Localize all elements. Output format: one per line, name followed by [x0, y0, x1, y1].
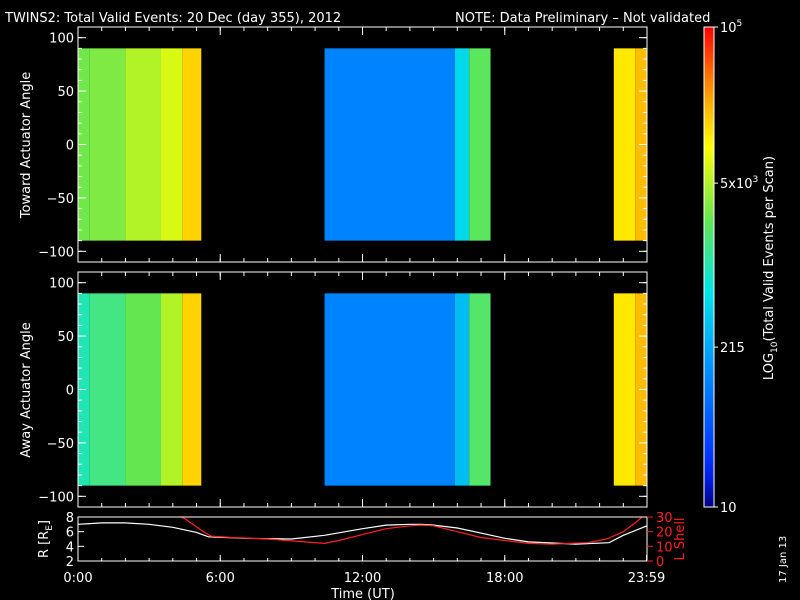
heat-segment — [324, 293, 455, 486]
heat-segment — [89, 48, 126, 241]
date-stamp: 17 Jan 13 — [778, 536, 789, 583]
plot-area — [78, 517, 647, 561]
ytick-label-right: 0 — [656, 555, 664, 570]
cbar-tick-label: 10 — [720, 501, 737, 516]
xtick-label: 6:00 — [206, 571, 235, 586]
ytick-label-left: 2 — [66, 555, 74, 570]
heat-segment — [469, 48, 491, 241]
ytick-label: 100 — [49, 277, 74, 292]
away-panel: 100 50 0 −50 −100 — [38, 271, 648, 508]
ytick-label-right: 30 — [656, 511, 673, 526]
heat-segment — [613, 293, 636, 486]
xtick-label: 0:00 — [63, 571, 92, 586]
radius-line — [78, 522, 647, 545]
ytick-label-left: 8 — [66, 511, 74, 526]
ytick-label: 100 — [49, 32, 74, 47]
ytick-label: −50 — [47, 192, 74, 207]
ytick-label: −50 — [47, 437, 74, 452]
heat-segment — [160, 293, 183, 486]
ytick-label: −100 — [38, 245, 74, 260]
heat-segment — [89, 293, 126, 486]
heat-segment — [160, 48, 183, 241]
heat-segment — [454, 293, 470, 486]
cbar-tick-label: 215 — [720, 341, 745, 356]
colorbar-scale — [703, 26, 715, 508]
ytick-label: 0 — [66, 384, 74, 399]
xtick-label: 12:00 — [344, 571, 381, 586]
ytick-label-right: 10 — [656, 540, 673, 555]
xlabel-time: Time (UT) — [330, 587, 395, 600]
ytick-label: 50 — [57, 330, 74, 345]
heat-segment — [125, 293, 161, 486]
ytick-label: 0 — [66, 139, 74, 154]
colorbar-label: LOG10(Total Valid Events per Scan) — [762, 156, 780, 380]
heat-segment — [324, 48, 455, 241]
heat-segment — [454, 48, 470, 241]
chart-title: TWINS2: Total Valid Events: 20 Dec (day … — [4, 11, 341, 26]
preliminary-note: NOTE: Data Preliminary – Not validated — [455, 11, 710, 26]
cbar-tick-label: 5x103 — [720, 175, 758, 192]
ytick-label: 50 — [57, 85, 74, 100]
ytick-label-left: 6 — [66, 526, 74, 541]
ytick-label-left: 4 — [66, 540, 74, 555]
heat-segment — [613, 48, 636, 241]
heat-segment — [125, 48, 161, 241]
heat-segment — [182, 48, 202, 241]
heat-segment — [469, 293, 491, 486]
ytick-label-right: 20 — [656, 526, 673, 541]
heat-segment — [182, 293, 202, 486]
xtick-label: 23:59 — [628, 571, 665, 586]
ytick-label: −100 — [38, 490, 74, 505]
ylabel-lshell: L Shell — [673, 517, 688, 560]
toward-panel: 100 50 0 −50 −100 — [38, 26, 648, 263]
xtick-label: 18:00 — [486, 571, 523, 586]
ylabel-away: Away Actuator Angle — [19, 322, 34, 457]
lshell-line — [179, 517, 643, 545]
ylabel-toward: Toward Actuator Angle — [19, 72, 34, 219]
